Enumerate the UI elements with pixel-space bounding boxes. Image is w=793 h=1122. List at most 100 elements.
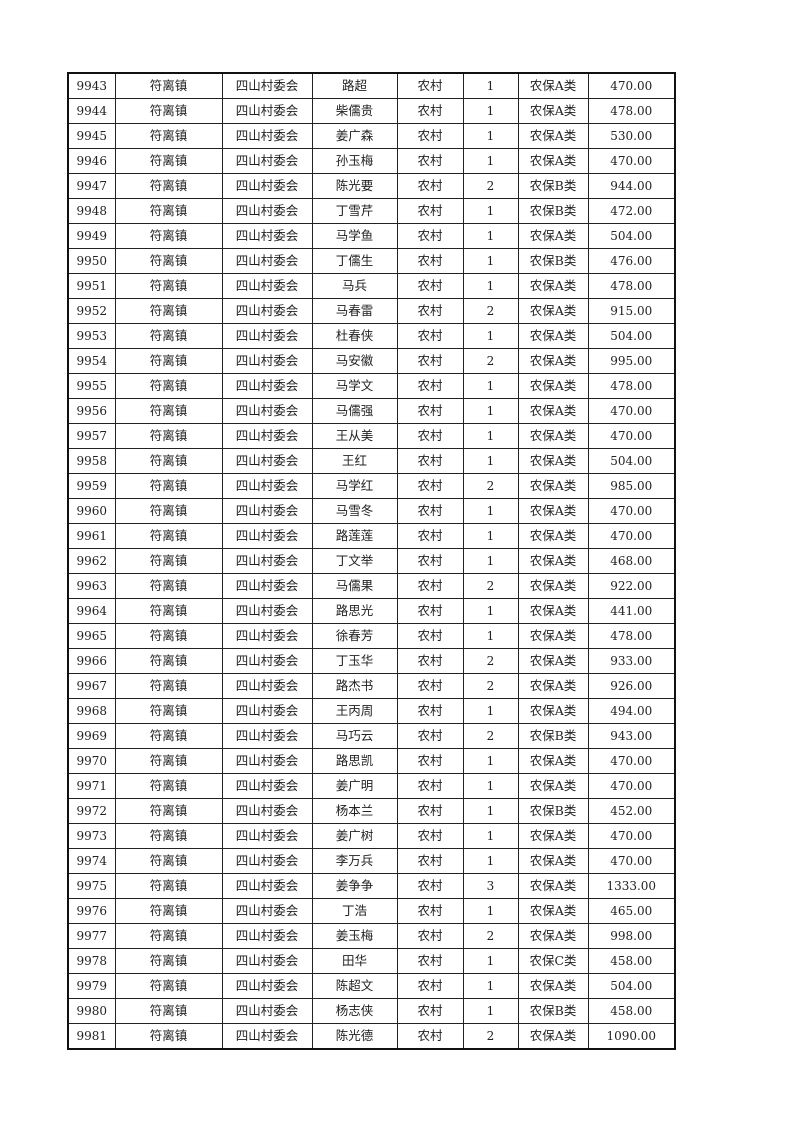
insurance-category-cell: 农保A类 xyxy=(517,673,589,699)
amount-cell: 458.00 xyxy=(587,948,676,974)
amount-cell: 470.00 xyxy=(587,823,676,849)
person-name-cell: 马学鱼 xyxy=(311,223,398,249)
table-row: 9946 符离镇 四山村委会 孙玉梅 农村 1 农保A类 470.00 xyxy=(67,148,676,174)
row-id-cell: 9975 xyxy=(67,873,116,899)
amount-cell: 933.00 xyxy=(587,648,676,674)
town-cell: 符离镇 xyxy=(114,423,223,449)
insurance-category-cell: 农保A类 xyxy=(517,348,589,374)
village-committee-cell: 四山村委会 xyxy=(221,323,313,349)
town-cell: 符离镇 xyxy=(114,148,223,174)
village-committee-cell: 四山村委会 xyxy=(221,848,313,874)
row-id-cell: 9945 xyxy=(67,123,116,149)
household-count-cell: 1 xyxy=(462,248,519,274)
village-committee-cell: 四山村委会 xyxy=(221,1023,313,1050)
town-cell: 符离镇 xyxy=(114,998,223,1024)
area-type-cell: 农村 xyxy=(396,148,464,174)
person-name-cell: 王红 xyxy=(311,448,398,474)
insurance-category-cell: 农保A类 xyxy=(517,323,589,349)
row-id-cell: 9951 xyxy=(67,273,116,299)
table-row: 9969 符离镇 四山村委会 马巧云 农村 2 农保B类 943.00 xyxy=(67,723,676,749)
insurance-category-cell: 农保A类 xyxy=(517,523,589,549)
person-name-cell: 马学红 xyxy=(311,473,398,499)
amount-cell: 504.00 xyxy=(587,448,676,474)
table-row: 9970 符离镇 四山村委会 路思凯 农村 1 农保A类 470.00 xyxy=(67,748,676,774)
village-committee-cell: 四山村委会 xyxy=(221,473,313,499)
row-id-cell: 9965 xyxy=(67,623,116,649)
insurance-category-cell: 农保A类 xyxy=(517,598,589,624)
insurance-category-cell: 农保B类 xyxy=(517,198,589,224)
area-type-cell: 农村 xyxy=(396,473,464,499)
area-type-cell: 农村 xyxy=(396,223,464,249)
table-row: 9945 符离镇 四山村委会 姜广森 农村 1 农保A类 530.00 xyxy=(67,123,676,149)
area-type-cell: 农村 xyxy=(396,348,464,374)
row-id-cell: 9969 xyxy=(67,723,116,749)
area-type-cell: 农村 xyxy=(396,523,464,549)
household-count-cell: 1 xyxy=(462,973,519,999)
amount-cell: 998.00 xyxy=(587,923,676,949)
village-committee-cell: 四山村委会 xyxy=(221,223,313,249)
amount-cell: 476.00 xyxy=(587,248,676,274)
row-id-cell: 9973 xyxy=(67,823,116,849)
row-id-cell: 9961 xyxy=(67,523,116,549)
row-id-cell: 9977 xyxy=(67,923,116,949)
amount-cell: 470.00 xyxy=(587,148,676,174)
village-committee-cell: 四山村委会 xyxy=(221,873,313,899)
household-count-cell: 1 xyxy=(462,148,519,174)
insurance-category-cell: 农保A类 xyxy=(517,273,589,299)
table-row: 9964 符离镇 四山村委会 路思光 农村 1 农保A类 441.00 xyxy=(67,598,676,624)
row-id-cell: 9980 xyxy=(67,998,116,1024)
person-name-cell: 丁雪芹 xyxy=(311,198,398,224)
row-id-cell: 9976 xyxy=(67,898,116,924)
row-id-cell: 9957 xyxy=(67,423,116,449)
row-id-cell: 9952 xyxy=(67,298,116,324)
insurance-category-cell: 农保A类 xyxy=(517,573,589,599)
area-type-cell: 农村 xyxy=(396,673,464,699)
town-cell: 符离镇 xyxy=(114,673,223,699)
table-row: 9961 符离镇 四山村委会 路莲莲 农村 1 农保A类 470.00 xyxy=(67,523,676,549)
row-id-cell: 9954 xyxy=(67,348,116,374)
village-committee-cell: 四山村委会 xyxy=(221,248,313,274)
insurance-category-cell: 农保A类 xyxy=(517,923,589,949)
household-count-cell: 1 xyxy=(462,373,519,399)
village-committee-cell: 四山村委会 xyxy=(221,748,313,774)
table-row: 9948 符离镇 四山村委会 丁雪芹 农村 1 农保B类 472.00 xyxy=(67,198,676,224)
person-name-cell: 李万兵 xyxy=(311,848,398,874)
amount-cell: 478.00 xyxy=(587,273,676,299)
amount-cell: 985.00 xyxy=(587,473,676,499)
insurance-category-cell: 农保A类 xyxy=(517,398,589,424)
area-type-cell: 农村 xyxy=(396,498,464,524)
town-cell: 符离镇 xyxy=(114,373,223,399)
row-id-cell: 9959 xyxy=(67,473,116,499)
household-count-cell: 1 xyxy=(462,198,519,224)
village-committee-cell: 四山村委会 xyxy=(221,723,313,749)
row-id-cell: 9968 xyxy=(67,698,116,724)
insurance-category-cell: 农保A类 xyxy=(517,423,589,449)
area-type-cell: 农村 xyxy=(396,248,464,274)
household-count-cell: 1 xyxy=(462,698,519,724)
row-id-cell: 9981 xyxy=(67,1023,116,1050)
row-id-cell: 9956 xyxy=(67,398,116,424)
household-count-cell: 1 xyxy=(462,998,519,1024)
insurance-category-cell: 农保A类 xyxy=(517,973,589,999)
amount-cell: 478.00 xyxy=(587,623,676,649)
amount-cell: 470.00 xyxy=(587,773,676,799)
table-row: 9947 符离镇 四山村委会 陈光要 农村 2 农保B类 944.00 xyxy=(67,173,676,199)
insurance-category-cell: 农保A类 xyxy=(517,223,589,249)
amount-cell: 472.00 xyxy=(587,198,676,224)
insurance-category-cell: 农保C类 xyxy=(517,948,589,974)
village-committee-cell: 四山村委会 xyxy=(221,98,313,124)
person-name-cell: 姜广明 xyxy=(311,773,398,799)
person-name-cell: 杨志侠 xyxy=(311,998,398,1024)
village-committee-cell: 四山村委会 xyxy=(221,498,313,524)
person-name-cell: 丁浩 xyxy=(311,898,398,924)
amount-cell: 944.00 xyxy=(587,173,676,199)
village-committee-cell: 四山村委会 xyxy=(221,348,313,374)
area-type-cell: 农村 xyxy=(396,198,464,224)
amount-cell: 470.00 xyxy=(587,498,676,524)
person-name-cell: 姜广树 xyxy=(311,823,398,849)
household-count-cell: 1 xyxy=(462,748,519,774)
area-type-cell: 农村 xyxy=(396,273,464,299)
row-id-cell: 9962 xyxy=(67,548,116,574)
area-type-cell: 农村 xyxy=(396,873,464,899)
area-type-cell: 农村 xyxy=(396,373,464,399)
